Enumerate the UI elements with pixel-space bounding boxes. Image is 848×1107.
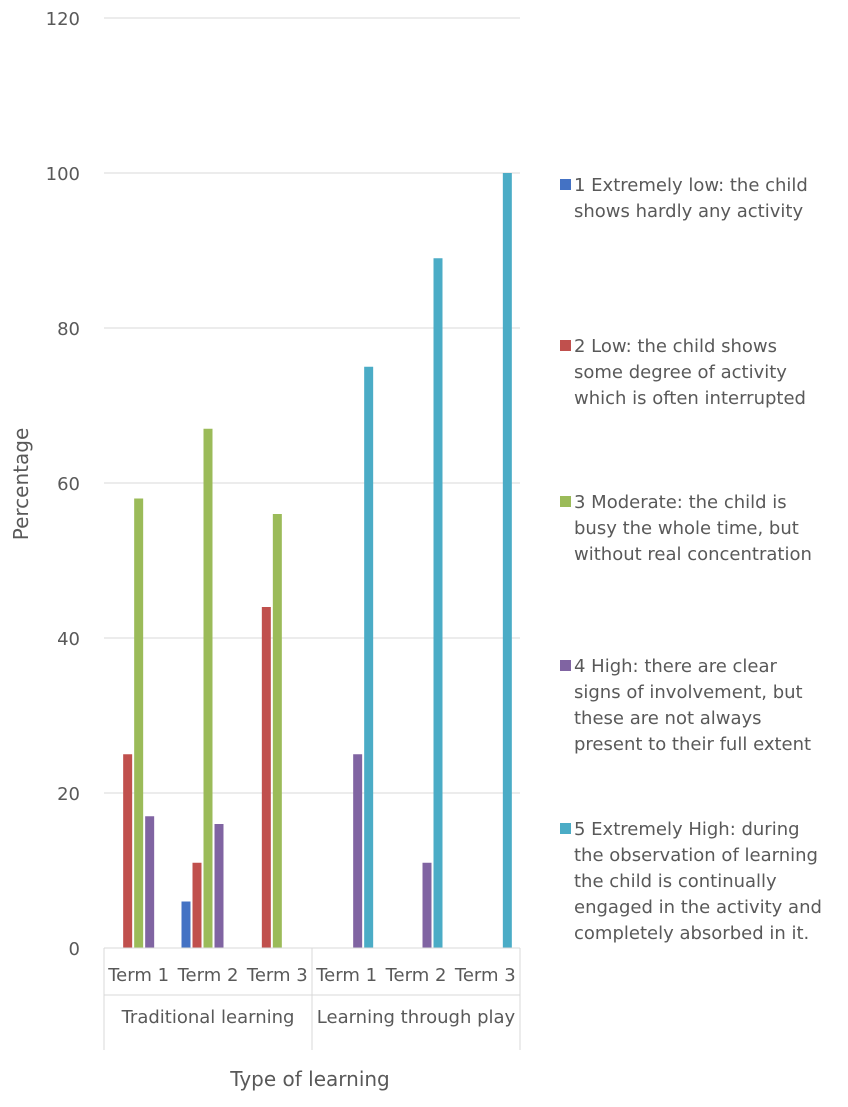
- bar: [145, 816, 155, 948]
- legend-label: 3 Moderate: the child is busy the whole t…: [574, 492, 812, 565]
- x-tick-label: Term 3: [246, 965, 308, 986]
- bar: [181, 901, 191, 948]
- bar: [123, 754, 133, 948]
- legend-item: 3 Moderate: the child is busy the whole t…: [560, 490, 846, 568]
- bar: [192, 862, 202, 948]
- bar: [364, 366, 374, 948]
- x-tick-label: Term 1: [107, 965, 169, 986]
- legend-swatch: [560, 823, 571, 834]
- legend-swatch: [560, 496, 571, 507]
- bar: [353, 754, 363, 948]
- bar: [422, 862, 432, 948]
- x-tick-label: Term 2: [385, 965, 447, 986]
- y-tick-label: 60: [57, 474, 80, 495]
- y-tick-label: 20: [57, 784, 80, 805]
- x-tick-label: Term 2: [177, 965, 239, 986]
- legend-item: 5 Extremely High: during the observation …: [560, 817, 846, 947]
- y-tick-label: 0: [69, 939, 80, 960]
- y-tick-labels: 0 20 40 60 80 100 120: [46, 9, 80, 960]
- legend-label: 1 Extremely low: the child shows hardly a…: [574, 175, 808, 222]
- y-tick-label: 120: [46, 9, 80, 30]
- y-tick-label: 100: [46, 164, 80, 185]
- bar: [203, 428, 213, 948]
- x-axis-label: Type of learning: [229, 1067, 390, 1091]
- legend-item: 4 High: there are clear signs of involvem…: [560, 654, 846, 758]
- legend-item: 1 Extremely low: the child shows hardly a…: [560, 173, 846, 225]
- bar: [214, 824, 224, 948]
- bar: [433, 258, 443, 948]
- bars: [123, 173, 512, 948]
- bar: [261, 607, 271, 948]
- x-group-label: Learning through play: [317, 1007, 516, 1028]
- legend-swatch: [560, 179, 571, 190]
- x-axis: Term 1 Term 2 Term 3 Term 1 Term 2 Term 3 Trad…: [103, 947, 521, 1050]
- legend-swatch: [560, 660, 571, 671]
- gridlines: [104, 17, 520, 794]
- legend-label: 5 Extremely High: during the observation …: [574, 819, 822, 944]
- y-tick-label: 40: [57, 629, 80, 650]
- bar: [502, 173, 512, 948]
- bar: [272, 514, 282, 948]
- legend-item: 2 Low: the child shows some degree of act…: [560, 334, 846, 412]
- y-tick-label: 80: [57, 319, 80, 340]
- legend-label: 4 High: there are clear signs of involvem…: [574, 656, 812, 755]
- x-tick-label: Term 3: [454, 965, 516, 986]
- x-tick-label: Term 1: [315, 965, 377, 986]
- x-group-label: Traditional learning: [121, 1007, 295, 1028]
- legend-label: 2 Low: the child shows some degree of act…: [574, 336, 806, 409]
- y-axis-label: Percentage: [9, 428, 33, 541]
- legend-swatch: [560, 340, 571, 351]
- bar: [134, 498, 144, 948]
